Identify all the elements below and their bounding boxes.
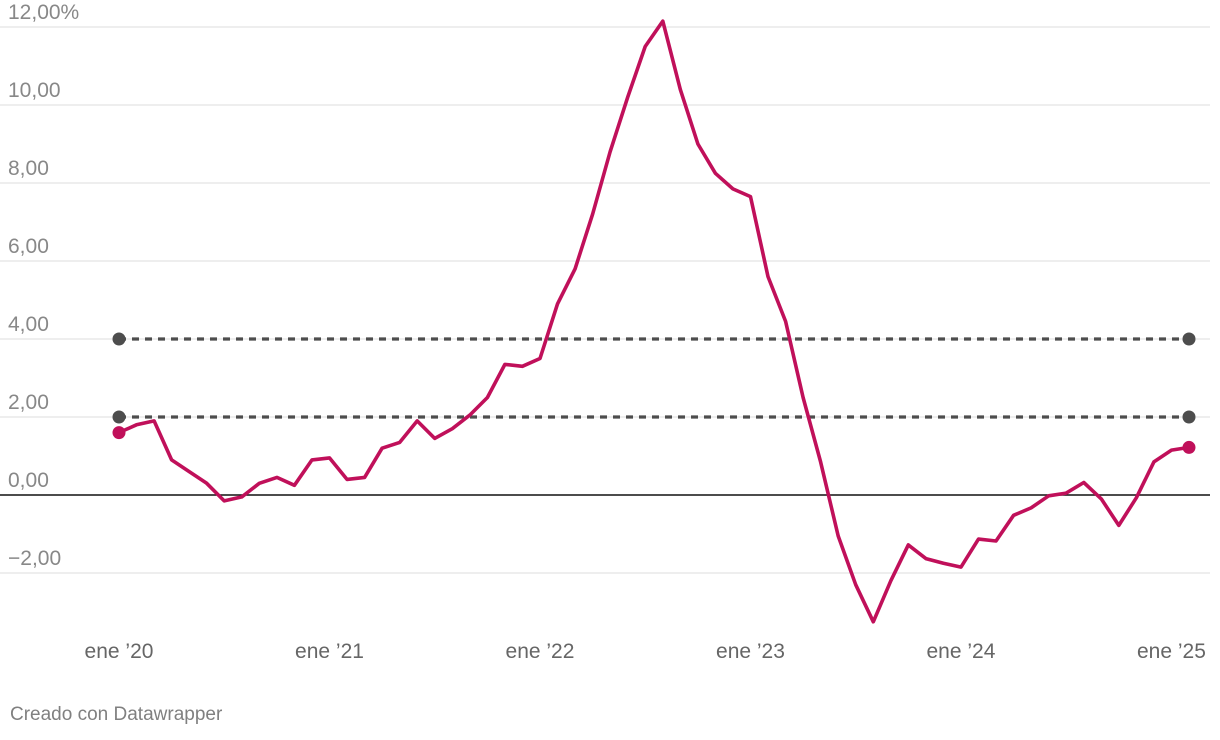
reference-lines — [112, 332, 1196, 424]
credit-text: Creado con Datawrapper — [10, 704, 223, 725]
reference-end-point — [1182, 332, 1196, 346]
y-tick-label: 0,00 — [8, 469, 49, 492]
reference-start-point — [112, 332, 126, 346]
chart: 12,00% 10,00 8,00 6,00 4,00 2,00 0,00 −2,00 ene… — [0, 1, 1210, 663]
x-tick-label: ene ’22 — [506, 640, 575, 663]
y-tick-label: 12,00% — [8, 1, 79, 24]
series-end-point — [1182, 440, 1196, 454]
x-tick-label: ene ’23 — [716, 640, 785, 663]
y-tick-label: 8,00 — [8, 157, 49, 180]
series-layer — [112, 19, 1196, 624]
x-tick-label: ene ’24 — [927, 640, 996, 663]
y-tick-labels: 12,00% 10,00 8,00 6,00 4,00 2,00 0,00 −2,00 — [8, 1, 79, 570]
y-tick-label: 4,00 — [8, 313, 49, 336]
y-tick-label: 10,00 — [8, 79, 61, 102]
x-tick-label: ene ’25 — [1137, 640, 1206, 663]
x-tick-label: ene ’21 — [295, 640, 364, 663]
reference-end-point — [1182, 410, 1196, 424]
y-tick-label: −2,00 — [8, 547, 61, 570]
y-tick-label: 2,00 — [8, 391, 49, 414]
x-tick-labels: ene ’20 ene ’21 ene ’22 ene ’23 ene ’24 ene ’… — [85, 640, 1206, 663]
reference-start-point — [112, 410, 126, 424]
y-tick-label: 6,00 — [8, 235, 49, 258]
series-line — [117, 19, 1191, 624]
grid-layer — [0, 26, 1210, 574]
series-start-point — [112, 426, 126, 440]
x-tick-label: ene ’20 — [85, 640, 154, 663]
